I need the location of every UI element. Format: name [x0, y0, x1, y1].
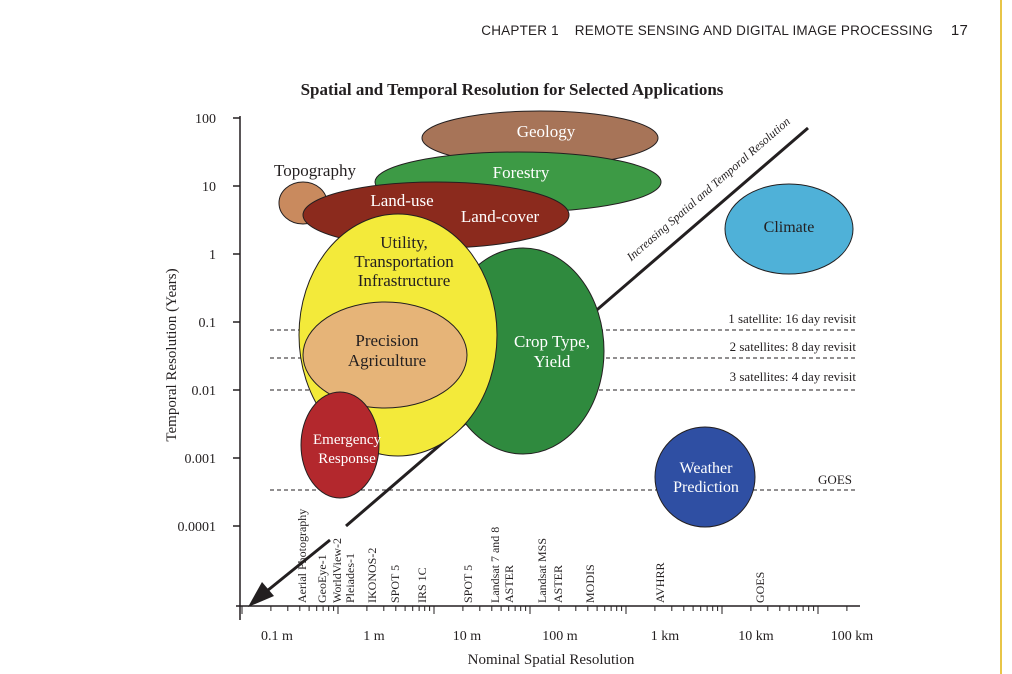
emergency-label-1: Emergency [313, 432, 382, 448]
revisit-label: 3 satellites: 4 day revisit [730, 369, 857, 384]
weather-label-2: Prediction [673, 479, 739, 496]
land-use-label: Land-use [370, 191, 433, 210]
x-minor-ticks [241, 606, 848, 614]
x-tick-label: 0.1 m [261, 629, 293, 644]
forestry-label: Forestry [493, 163, 550, 182]
weather-label-1: Weather [680, 460, 734, 477]
climate-ellipse [724, 183, 854, 275]
land-cover-label: Land-cover [461, 207, 540, 226]
sensor-label: IKONOS-2 [365, 548, 379, 603]
revisit-label: 1 satellite: 16 day revisit [728, 311, 856, 326]
climate-label: Climate [764, 219, 815, 236]
topography-label: Topography [274, 161, 356, 180]
sensor-label: SPOT 5 [388, 565, 402, 603]
sensor-label: Pleiades-1 [343, 553, 357, 603]
revisit-label: 2 satellites: 8 day revisit [730, 339, 857, 354]
utility-label-2: Transportation [354, 252, 454, 271]
emergency-label-2: Response [318, 451, 376, 467]
y-tick-label: 100 [195, 112, 216, 127]
y-tick-label: 0.01 [192, 384, 217, 399]
crop-label-1: Crop Type, [514, 332, 590, 351]
sensor-label: IRS 1C [415, 567, 429, 603]
sensor-label: Landsat MSS [535, 538, 549, 603]
x-axis-label: Nominal Spatial Resolution [468, 652, 635, 668]
precision-label-2: Agriculture [348, 351, 426, 370]
sensor-label: SPOT 5 [461, 565, 475, 603]
revisit-label: GOES [818, 472, 852, 487]
running-head: CHAPTER 1 REMOTE SENSING AND DIGITAL IMA… [481, 22, 968, 39]
y-tick-label: 0.0001 [178, 520, 217, 535]
sensor-label: GOES [753, 572, 767, 603]
x-tick-label: 1 m [363, 629, 385, 644]
sensor-labels: Aerial Photography GeoEye-1 WorldView-2 … [295, 509, 767, 603]
page-number: 17 [950, 22, 968, 39]
utility-label-1: Utility, [380, 233, 428, 252]
sensor-label: WorldView-2 [330, 538, 344, 603]
arrow-shaft [261, 538, 331, 597]
sensor-label: Landsat 7 and 8 [488, 527, 502, 603]
y-tick-label: 0.001 [185, 452, 217, 467]
precision-label-1: Precision [355, 331, 419, 350]
y-axis-label: Temporal Resolution (Years) [164, 268, 180, 441]
x-tick-label: 1 km [651, 629, 680, 644]
precision-ellipse [302, 301, 468, 409]
utility-label-3: Infrastructure [358, 271, 451, 290]
x-tick-label: 10 km [738, 629, 774, 644]
page-edge-rule [1000, 0, 1002, 674]
x-tick-label: 100 km [831, 629, 874, 644]
arrow-head-icon [248, 582, 274, 607]
x-tick-label: 100 m [542, 629, 578, 644]
chapter-title: REMOTE SENSING AND DIGITAL IMAGE PROCESS… [574, 23, 933, 38]
x-tick-label: 10 m [453, 629, 482, 644]
sensor-label: GeoEye-1 [315, 554, 329, 603]
y-tick-label: 0.1 [199, 316, 217, 331]
sensor-label: ASTER [551, 565, 565, 603]
figure-title: Spatial and Temporal Resolution for Sele… [301, 80, 724, 99]
sensor-label: ASTER [502, 565, 516, 603]
sensor-label: Aerial Photography [295, 509, 309, 603]
crop-label-2: Yield [534, 352, 571, 371]
y-tick-label: 10 [202, 180, 216, 195]
geology-label: Geology [517, 122, 576, 141]
sensor-label: AVHRR [653, 563, 667, 603]
y-tick-label: 1 [209, 248, 216, 263]
weather-ellipse [654, 426, 756, 528]
y-ticks [233, 117, 240, 527]
chapter-label: CHAPTER 1 [481, 23, 559, 38]
emergency-ellipse [300, 391, 380, 499]
sensor-label: MODIS [583, 564, 597, 603]
